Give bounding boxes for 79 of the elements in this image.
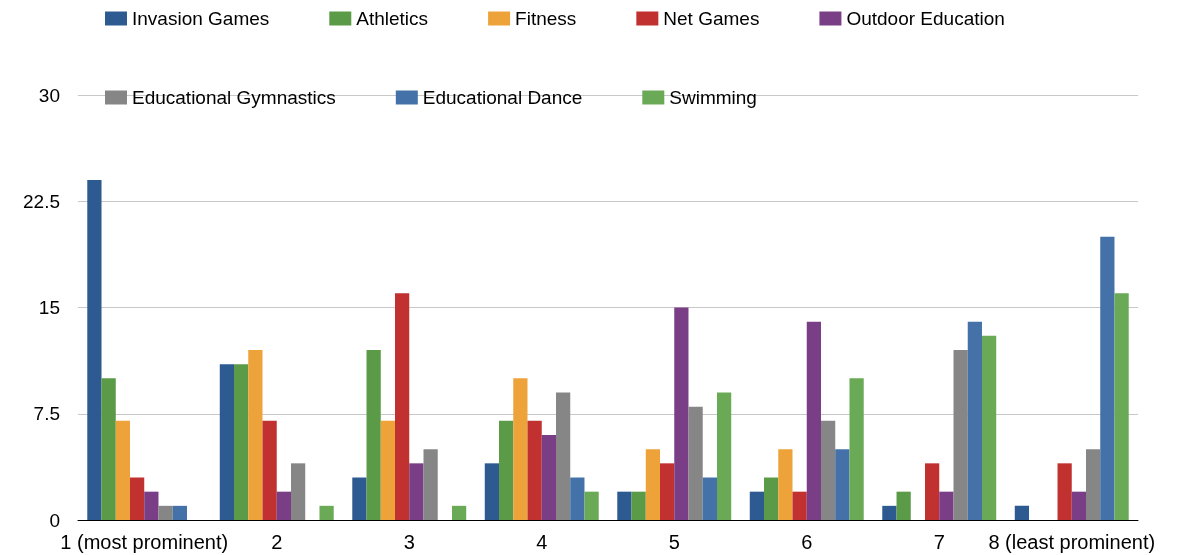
bar [778, 449, 793, 520]
bar [172, 505, 187, 520]
y-tick-label: 22.5 [23, 190, 60, 212]
x-tick-label: 6 [801, 531, 813, 553]
y-tick-label: 30 [38, 84, 60, 106]
bar [806, 321, 821, 520]
bar [716, 392, 732, 520]
y-tick-label: 0 [49, 509, 60, 531]
bar [499, 420, 514, 520]
bar [144, 491, 159, 520]
bar [749, 491, 765, 520]
bar [234, 364, 249, 520]
x-tick-label: 2 [271, 531, 283, 553]
bar [409, 463, 424, 520]
x-tick-label: 7 [933, 531, 945, 553]
legend-label: Fitness [515, 8, 577, 29]
bar [570, 477, 585, 520]
bar [541, 435, 556, 520]
bar [631, 491, 646, 520]
legend-label: Athletics [356, 8, 429, 29]
x-tick-label: 3 [403, 531, 415, 553]
bar [792, 491, 807, 520]
legend-label: Educational Dance [422, 87, 583, 108]
bar [1100, 236, 1115, 520]
x-tick-label: 5 [668, 531, 680, 553]
bar [366, 350, 381, 520]
bar [219, 364, 235, 520]
bar [925, 463, 940, 520]
bar [617, 491, 632, 520]
y-tick-label: 15 [38, 297, 60, 318]
bar [248, 350, 263, 520]
bar [290, 463, 306, 520]
bar [967, 321, 982, 520]
y-tick-label: 7.5 [33, 403, 60, 425]
bar [276, 491, 291, 520]
legend-label: Outdoor Education [846, 8, 1005, 29]
bar [513, 378, 528, 520]
bar [688, 406, 703, 520]
bar [1071, 491, 1086, 520]
bar [555, 392, 571, 520]
x-tick-label: 8 (least prominent) [988, 531, 1156, 553]
bar [87, 180, 102, 520]
bar [262, 420, 277, 520]
bar [820, 420, 836, 520]
bar [1114, 293, 1129, 520]
bar [130, 477, 145, 520]
bar [849, 378, 864, 520]
bar [953, 350, 968, 520]
bar [1014, 505, 1030, 520]
bar [882, 505, 897, 520]
bar [451, 505, 467, 520]
bar [101, 378, 116, 520]
bar [584, 491, 599, 520]
bar [484, 463, 500, 520]
x-tick-label: 4 [536, 531, 548, 553]
bar [660, 463, 675, 520]
x-tick-label: 1 (most prominent) [60, 531, 229, 553]
bar [1085, 449, 1101, 520]
bar [352, 477, 367, 520]
legend-label: Net Games [663, 8, 760, 29]
bar [115, 420, 131, 520]
bar [645, 449, 661, 520]
bar [764, 477, 779, 520]
bar [835, 449, 850, 520]
legend-label: Swimming [669, 87, 757, 108]
bar [423, 449, 438, 520]
bar [395, 293, 410, 520]
legend-label: Invasion Games [132, 8, 270, 29]
bar [527, 420, 542, 520]
bar [674, 307, 689, 520]
bar [380, 420, 396, 520]
bar [158, 505, 173, 520]
bar [981, 335, 997, 520]
legend-label: Educational Gymnastics [132, 87, 336, 108]
bar [1057, 463, 1072, 520]
bar [319, 505, 334, 520]
bar [896, 491, 911, 520]
bar [702, 477, 717, 520]
bar [939, 491, 954, 520]
